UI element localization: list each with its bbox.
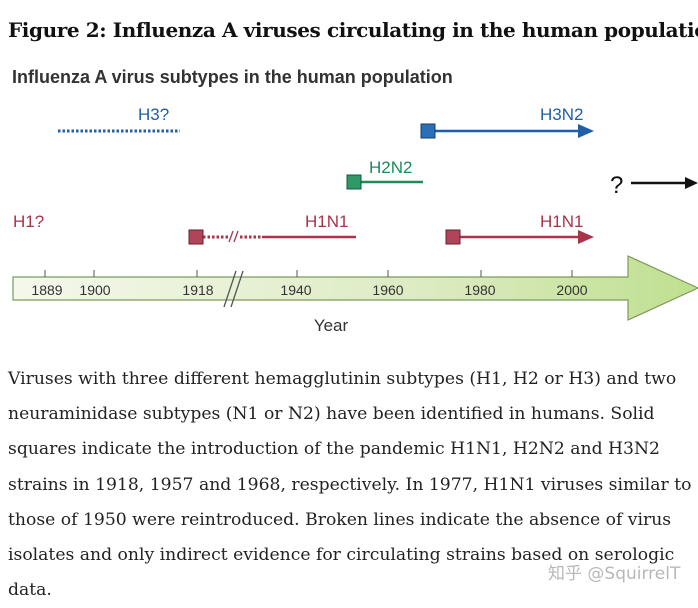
tick-label-1960: 1960 (372, 282, 403, 298)
tick-label-2000: 2000 (556, 282, 587, 298)
h2n2-start-marker (346, 174, 362, 190)
h3n2-arrowhead (578, 124, 594, 138)
h1n1-1918-break-mark (228, 230, 239, 243)
watermark: 知乎 @SquirrelT (548, 564, 681, 584)
diagram-title: Influenza A virus subtypes in the human … (12, 67, 453, 87)
figure-caption: Viruses with three different hemagglutin… (8, 369, 692, 601)
h1n1-1918-start-marker (188, 229, 204, 245)
label-h3n2: H3N2 (540, 105, 583, 124)
label-h1n1-1918: H1N1 (305, 212, 348, 231)
axis-label-year: Year (314, 316, 349, 335)
tick-label-1889: 1889 (31, 282, 62, 298)
axis-ticks (44, 270, 573, 277)
timeline-arrow (12, 255, 698, 321)
unknown-future-arrowhead (685, 177, 698, 189)
h1n1-1977-arrowhead (578, 230, 594, 244)
label-h3-question: H3? (138, 105, 169, 124)
tick-label-1980: 1980 (464, 282, 495, 298)
influenza-timeline-diagram: Influenza A virus subtypes in the human … (12, 67, 698, 335)
label-h1-question: H1? (13, 212, 44, 231)
tick-label-1940: 1940 (280, 282, 311, 298)
tick-label-1900: 1900 (79, 282, 110, 298)
label-unknown-future: ? (610, 172, 623, 199)
axis-break-mark (223, 270, 244, 308)
tick-label-1918: 1918 (182, 282, 213, 298)
label-h2n2: H2N2 (369, 158, 412, 177)
figure-title: Figure 2: Influenza A viruses circulatin… (8, 18, 698, 42)
h3n2-start-marker (420, 123, 436, 139)
label-h1n1-1977: H1N1 (540, 212, 583, 231)
h1n1-1977-start-marker (445, 229, 461, 245)
